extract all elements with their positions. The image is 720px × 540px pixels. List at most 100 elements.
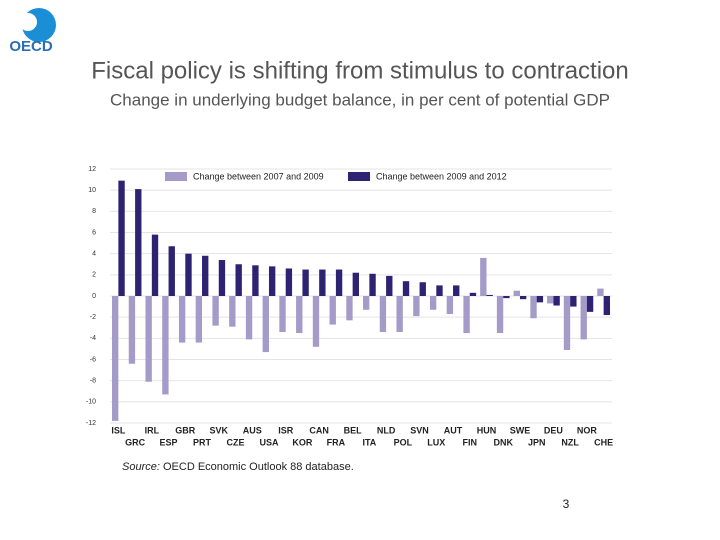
bar (369, 273, 376, 296)
x-tick-label: DEU (544, 425, 563, 435)
x-tick-label: ISL (111, 425, 126, 435)
chart-title: Fiscal policy is shifting from stimulus … (91, 57, 629, 84)
x-tick-label: NLD (377, 425, 396, 435)
source-text: OECD Economic Outlook 88 database. (163, 461, 354, 473)
bar (563, 296, 571, 350)
bar (536, 296, 544, 303)
x-tick-label: IRL (145, 425, 160, 435)
bar (302, 269, 309, 296)
y-tick-label: -8 (90, 378, 96, 385)
chart-subtitle: Change in underlying budget balance, in … (110, 90, 610, 109)
bar (185, 253, 192, 296)
bar (135, 189, 142, 296)
x-tick-label: SVK (210, 425, 229, 435)
bar (553, 296, 560, 306)
x-tick-label: CHE (594, 437, 613, 447)
bar (580, 296, 587, 340)
y-tick-label: 8 (92, 208, 96, 215)
bar (212, 296, 219, 326)
x-tick-label: JPN (528, 437, 546, 447)
bar (296, 296, 303, 334)
logo-text: OECD (9, 38, 53, 55)
bar (285, 268, 293, 296)
x-tick-label: BEL (344, 425, 363, 435)
y-tick-label: 0 (92, 293, 96, 300)
bar (586, 296, 594, 312)
legend-label: Change between 2009 and 2012 (376, 171, 507, 181)
bar (145, 296, 152, 382)
bar (570, 296, 577, 307)
y-tick-label: -10 (86, 399, 96, 406)
y-tick-label: -12 (86, 420, 96, 427)
bar (396, 296, 403, 332)
source-label: Source: (122, 461, 160, 473)
bar (268, 266, 276, 296)
y-tick-label: 12 (88, 166, 96, 173)
y-tick-label: 6 (92, 229, 96, 236)
bar (252, 265, 259, 296)
bar (513, 290, 520, 296)
x-tick-label: FIN (463, 437, 478, 447)
bar (162, 296, 169, 395)
x-tick-label: POL (394, 437, 413, 447)
bar (453, 285, 460, 296)
bar (128, 296, 136, 364)
x-tick-label: USA (259, 437, 279, 447)
bar (218, 260, 226, 296)
x-tick-label: SWE (510, 425, 531, 435)
bar (413, 296, 420, 317)
y-tick-label: -4 (90, 335, 96, 342)
bar (402, 281, 410, 296)
bar (436, 285, 443, 296)
legend-label: Change between 2007 and 2009 (193, 171, 324, 181)
bar (245, 296, 253, 340)
bar (312, 296, 320, 347)
bar (202, 255, 209, 296)
x-tick-label: NOR (577, 425, 598, 435)
x-tick-label: GRC (125, 437, 146, 447)
bar (429, 296, 437, 310)
bar (262, 296, 269, 353)
x-tick-label: CAN (309, 425, 329, 435)
bar (235, 264, 242, 296)
bar (178, 296, 186, 343)
legend-swatch (165, 172, 187, 181)
x-tick-label: KOR (292, 437, 313, 447)
bar (112, 296, 119, 421)
bar (329, 296, 336, 325)
logo-swirl (19, 13, 37, 31)
bar (486, 294, 493, 296)
bar (379, 296, 387, 332)
x-tick-label: LUX (427, 437, 445, 447)
x-tick-label: NZL (561, 437, 579, 447)
bar (463, 296, 470, 334)
bar (503, 296, 510, 299)
x-tick-label: AUT (444, 425, 463, 435)
bar (168, 246, 175, 296)
bar (496, 296, 504, 334)
x-tick-label: ISR (278, 425, 294, 435)
bar (352, 272, 359, 296)
bar (118, 180, 125, 296)
x-tick-label: CZE (227, 437, 245, 447)
x-tick-label: PRT (193, 437, 212, 447)
x-tick-label: DNK (493, 437, 513, 447)
bar (319, 269, 326, 296)
bar (195, 296, 203, 343)
x-tick-label: ITA (362, 437, 376, 447)
bar (279, 296, 286, 332)
bar (603, 296, 610, 316)
x-tick-label: AUS (243, 425, 262, 435)
bar (419, 282, 426, 296)
x-tick-label: HUN (477, 425, 497, 435)
bar (519, 296, 527, 300)
bar (229, 296, 236, 327)
x-tick-label: ESP (160, 437, 178, 447)
bar (446, 296, 454, 314)
y-tick-label: 4 (92, 251, 96, 258)
bar (530, 296, 537, 319)
bar (547, 296, 554, 304)
bar (597, 288, 604, 296)
x-tick-label: FRA (327, 437, 346, 447)
